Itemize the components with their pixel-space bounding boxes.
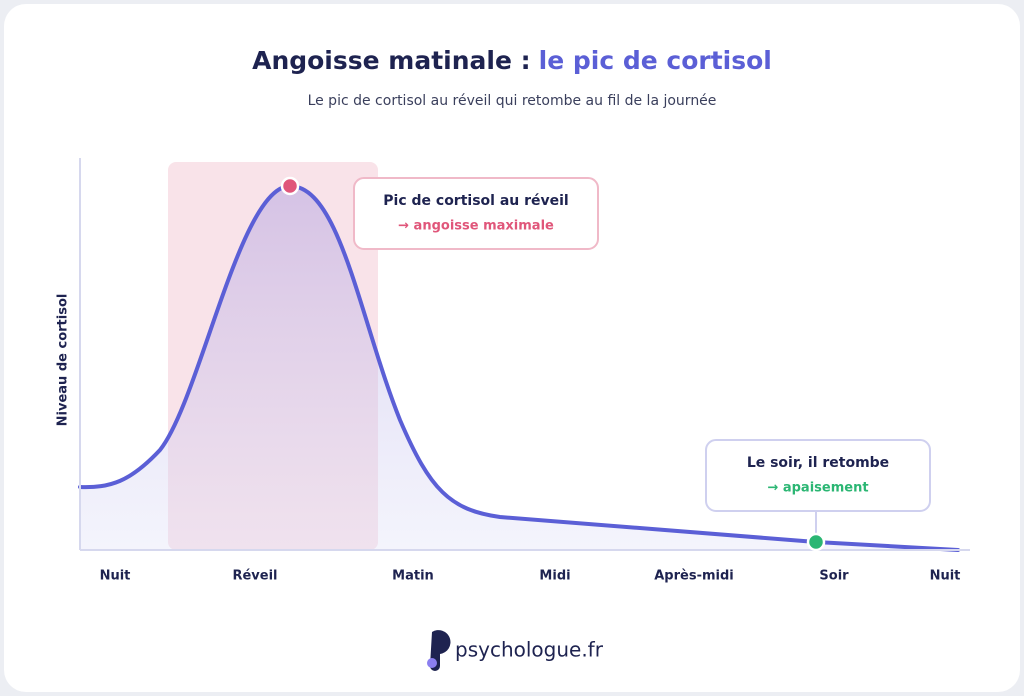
x-tick-label: Nuit [100, 569, 131, 584]
curve-area [80, 186, 958, 550]
x-tick-label: Nuit [930, 569, 961, 584]
logo-text: psychologue.fr [455, 638, 604, 662]
peak-callout-note: → angoisse maximale [398, 219, 554, 234]
x-tick-label: Réveil [232, 569, 277, 584]
y-axis-label: Niveau de cortisol [56, 294, 71, 427]
x-tick-label: Soir [819, 569, 849, 584]
title-highlight: le pic de cortisol [539, 46, 772, 75]
peak-callout-title: Pic de cortisol au réveil [383, 193, 568, 209]
x-ticks: Nuit Réveil Matin Midi Après-midi Soir Nuit [100, 569, 961, 584]
x-tick-label: Après-midi [654, 569, 734, 584]
logo: psychologue.fr [427, 630, 604, 671]
evening-dot [806, 532, 826, 552]
x-tick-label: Matin [392, 569, 434, 584]
evening-callout-note: → apaisement [767, 481, 868, 496]
peak-callout [353, 177, 599, 250]
chart-title: Angoisse matinale : le pic de cortisol [252, 46, 772, 75]
title-main: Angoisse matinale : [252, 46, 531, 75]
peak-dot [280, 176, 300, 196]
x-tick-label: Midi [539, 569, 570, 584]
logo-dot [427, 658, 437, 668]
evening-callout-title: Le soir, il retombe [747, 455, 889, 471]
subtitle: Le pic de cortisol au réveil qui retombe… [308, 93, 717, 109]
evening-callout [705, 439, 931, 512]
